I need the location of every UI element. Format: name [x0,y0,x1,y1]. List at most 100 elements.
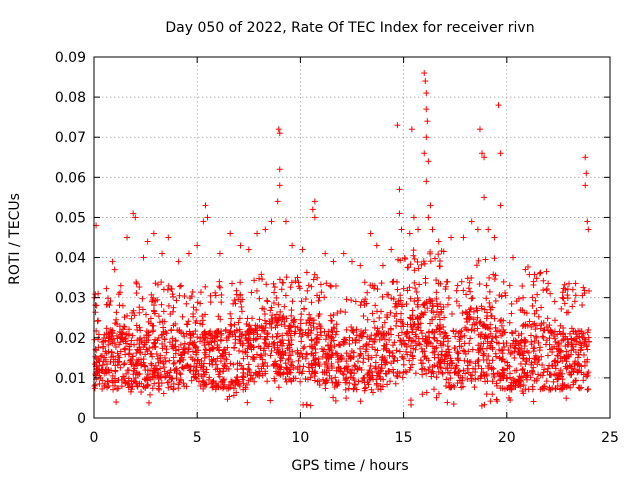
data-point [269,333,276,340]
data-point [579,302,586,309]
data-point [285,356,292,363]
data-point [160,308,167,315]
data-point [230,361,237,368]
data-point [395,298,402,305]
data-point [501,358,508,365]
data-point [158,332,165,339]
data-point [117,282,124,289]
data-point [114,385,121,392]
data-point [263,297,270,304]
data-point [253,351,260,358]
data-point [477,318,484,325]
data-point [394,368,401,375]
data-point [172,337,179,344]
data-point [487,306,494,313]
data-point [456,367,463,374]
data-point [175,258,182,265]
data-point [483,282,490,289]
data-point [308,343,315,350]
data-point [389,279,396,286]
data-point [129,332,136,339]
data-point [407,321,414,328]
data-point [389,350,396,357]
data-point [228,315,235,322]
data-point [377,375,384,382]
data-point [301,343,308,350]
data-point [311,369,318,376]
data-point [160,286,167,293]
data-point [307,402,314,409]
data-point [298,311,305,318]
data-point [362,296,369,303]
data-point [208,332,215,339]
data-point [240,369,247,376]
data-point [563,358,570,365]
data-point [294,324,301,331]
data-point [276,182,283,189]
data-point [136,304,143,311]
data-point [464,376,471,383]
data-point [125,375,132,382]
data-point [331,343,338,350]
data-point [576,385,583,392]
data-point [204,214,211,221]
data-point [255,363,262,370]
data-point [233,287,240,294]
data-point [220,376,227,383]
data-point [310,276,317,283]
data-point [490,365,497,372]
data-point [584,386,591,393]
data-point [166,339,173,346]
data-point [400,323,407,330]
data-point [343,296,350,303]
data-point [522,266,529,273]
data-point [217,336,224,343]
data-point [373,242,380,249]
data-point [117,348,124,355]
data-point [557,355,564,362]
data-point [498,372,505,379]
data-point [424,335,431,342]
data-point [410,337,417,344]
data-point [135,370,142,377]
data-point [396,210,403,217]
data-point [143,339,150,346]
data-point [467,306,474,313]
data-point [455,357,462,364]
data-point [440,323,447,330]
data-point [493,353,500,360]
data-point [170,360,177,367]
data-point [170,322,177,329]
data-point [350,353,357,360]
data-point [192,328,199,335]
data-point [362,342,369,349]
data-point [356,337,363,344]
data-point [374,372,381,379]
data-point [164,286,171,293]
data-point [568,325,575,332]
data-point [142,363,149,370]
data-point [314,274,321,281]
data-point [493,396,500,403]
data-point [474,325,481,332]
data-point [450,401,457,408]
data-point [303,401,310,408]
data-point [232,333,239,340]
data-point [504,385,511,392]
data-point [282,349,289,356]
data-point [445,351,452,358]
data-point [418,310,425,317]
data-point [507,374,514,381]
data-point [123,370,130,377]
data-point [528,361,535,368]
data-point [165,234,172,241]
data-point [341,336,348,343]
data-point [407,261,414,268]
data-point [343,358,350,365]
data-point [487,398,494,405]
data-point [238,303,245,310]
data-point [518,330,525,337]
data-point [258,323,265,330]
data-point [350,375,357,382]
data-point [110,386,117,393]
